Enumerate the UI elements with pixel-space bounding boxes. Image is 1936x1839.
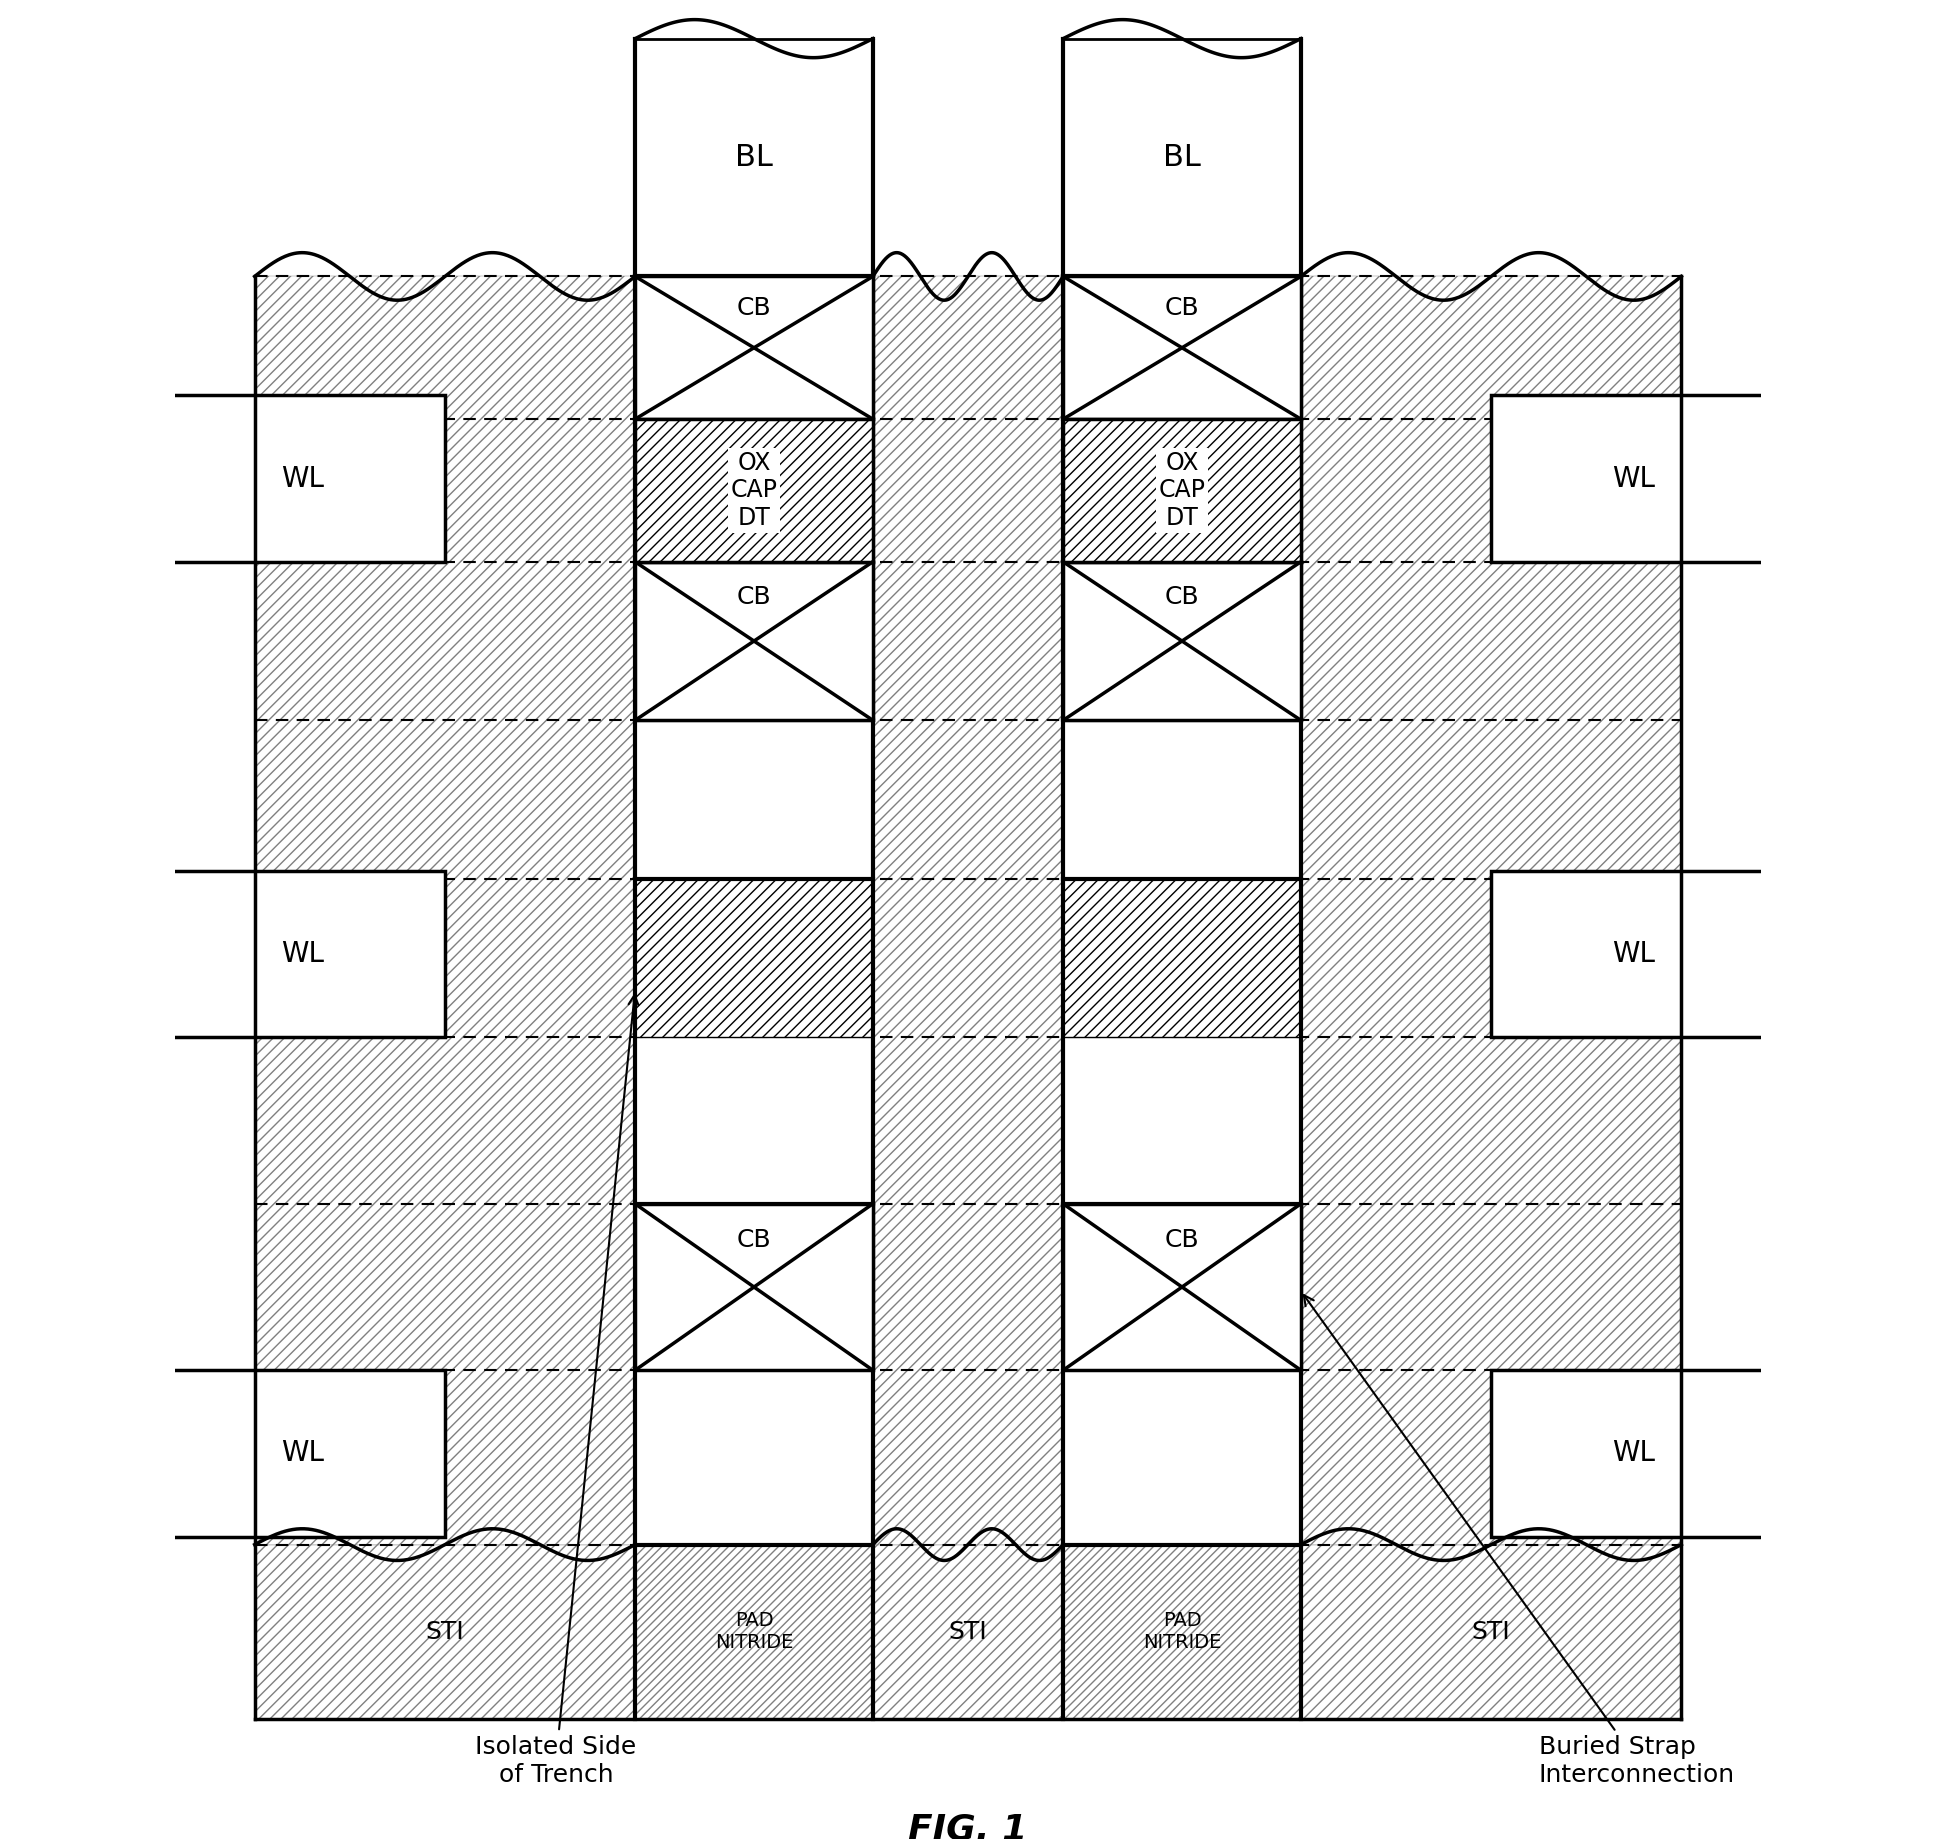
Bar [256, 276, 635, 1545]
Bar [159, 872, 445, 1037]
Bar [1063, 561, 1301, 721]
Bar [1491, 395, 1777, 561]
Bar [635, 419, 873, 561]
Bar [256, 1545, 635, 1719]
Bar [635, 879, 873, 1037]
Bar [635, 1545, 873, 1719]
Bar [1063, 879, 1301, 1037]
Text: CB: CB [1165, 1228, 1198, 1252]
Text: FIG. 1: FIG. 1 [908, 1813, 1028, 1839]
Text: WL: WL [281, 465, 323, 493]
Bar [1301, 276, 1680, 1545]
Text: CB: CB [738, 1228, 771, 1252]
Text: CB: CB [1165, 585, 1198, 609]
Text: CB: CB [738, 296, 771, 320]
Bar [873, 276, 1063, 1545]
Bar [635, 276, 873, 419]
Text: STI: STI [1471, 1620, 1510, 1644]
Bar [1063, 1545, 1301, 1719]
Text: STI: STI [949, 1620, 987, 1644]
Text: OX
CAP
DT: OX CAP DT [1158, 451, 1206, 530]
Text: WL: WL [1613, 465, 1655, 493]
Bar [1491, 1370, 1777, 1537]
Text: WL: WL [1613, 1440, 1655, 1468]
Bar [1063, 419, 1301, 561]
Text: Isolated Side
of Trench: Isolated Side of Trench [474, 995, 639, 1788]
Text: BL: BL [1164, 143, 1200, 173]
Text: Buried Strap
Interconnection: Buried Strap Interconnection [1303, 1295, 1735, 1788]
Bar [159, 395, 445, 561]
Text: PAD
NITRIDE: PAD NITRIDE [1142, 1611, 1222, 1651]
Bar [635, 879, 873, 1037]
Bar [635, 561, 873, 721]
Bar [1301, 1545, 1680, 1719]
Bar [1063, 419, 1301, 561]
Text: WL: WL [281, 1440, 323, 1468]
Bar [1491, 872, 1777, 1037]
Text: PAD
NITRIDE: PAD NITRIDE [714, 1611, 794, 1651]
Bar [1063, 1205, 1301, 1370]
Text: CB: CB [738, 585, 771, 609]
Bar [1063, 879, 1301, 1037]
Text: WL: WL [1613, 940, 1655, 967]
Bar [159, 1370, 445, 1537]
Text: WL: WL [281, 940, 323, 967]
Text: CB: CB [1165, 296, 1198, 320]
Bar [635, 1205, 873, 1370]
Text: BL: BL [736, 143, 772, 173]
Bar [1063, 276, 1301, 419]
Text: OX
CAP
DT: OX CAP DT [730, 451, 778, 530]
Text: STI: STI [426, 1620, 465, 1644]
Bar [635, 419, 873, 561]
Bar [873, 1545, 1063, 1719]
